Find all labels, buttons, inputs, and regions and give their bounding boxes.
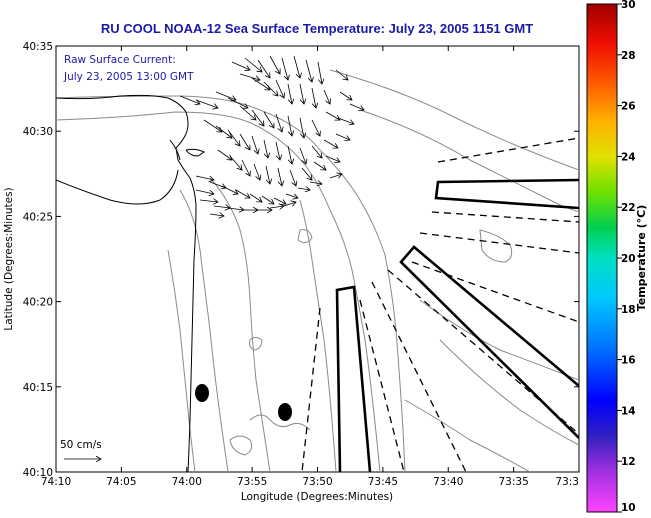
colorbar-tick-label: 16 [621, 355, 636, 367]
bathymetry-contours [56, 69, 579, 472]
x-tick-label: 73:45 [368, 476, 398, 488]
colorbar-tick-label: 18 [621, 304, 636, 316]
colorbar-tick-label: 28 [621, 50, 636, 62]
x-axis-label: Longitude (Degrees:Minutes) [241, 491, 393, 503]
x-tick-label: 73:35 [498, 476, 528, 488]
colorbar-tick-label: 22 [621, 202, 636, 214]
y-tick-label: 40:20 [23, 297, 53, 309]
colorbar-label: Temperature (°C) [635, 205, 648, 312]
x-tick-label: 73:50 [302, 476, 332, 488]
colorbar-tick-label: 24 [621, 151, 636, 163]
y-tick-label: 40:30 [23, 126, 53, 138]
x-tick-label: 73:40 [433, 476, 463, 488]
sampling-station-dot [278, 403, 292, 421]
y-tick-label: 40:25 [23, 211, 53, 223]
x-axis-ticks: 74:10 74:05 74:00 73:55 73:50 73:45 73:40 73:35… [41, 46, 580, 488]
plot-frame [55, 45, 580, 473]
y-axis-label: Latitude (Degrees:Minutes) [3, 187, 15, 330]
colorbar-tick-label: 30 [621, 0, 636, 11]
x-tick-label: 74:00 [172, 476, 202, 488]
coastline [56, 94, 205, 472]
y-tick-label: 40:15 [23, 382, 53, 394]
colorbar-tick-label: 26 [621, 101, 636, 113]
colorbar-tick-label: 12 [621, 456, 636, 468]
temperature-colorbar [586, 3, 618, 513]
x-tick-label: 73:3 [555, 476, 579, 488]
colorbar-tick-label: 14 [621, 405, 636, 417]
y-axis-ticks: 40:35 40:30 40:25 40:20 40:15 40:10 [23, 41, 579, 479]
current-legend-line2: July 23, 2005 13:00 GMT [63, 71, 194, 83]
transect-outlines [335, 178, 579, 472]
y-tick-label: 40:10 [23, 467, 53, 479]
sampling-station-dot [195, 384, 209, 402]
x-tick-label: 74:05 [106, 476, 136, 488]
y-tick-label: 40:35 [23, 41, 53, 53]
current-vectors [179, 55, 364, 216]
scale-label: 50 cm/s [60, 439, 102, 451]
colorbar-ticks: 30 28 26 24 22 20 18 16 14 12 10 [617, 0, 636, 514]
x-tick-label: 73:55 [237, 476, 267, 488]
current-legend-line1: Raw Surface Current: [64, 54, 176, 66]
colorbar-tick-label: 20 [621, 253, 636, 265]
x-tick-label: 74:10 [41, 476, 71, 488]
map-title: RU COOL NOAA-12 Sea Surface Temperature:… [101, 21, 533, 36]
colorbar-tick-label: 10 [621, 502, 636, 514]
